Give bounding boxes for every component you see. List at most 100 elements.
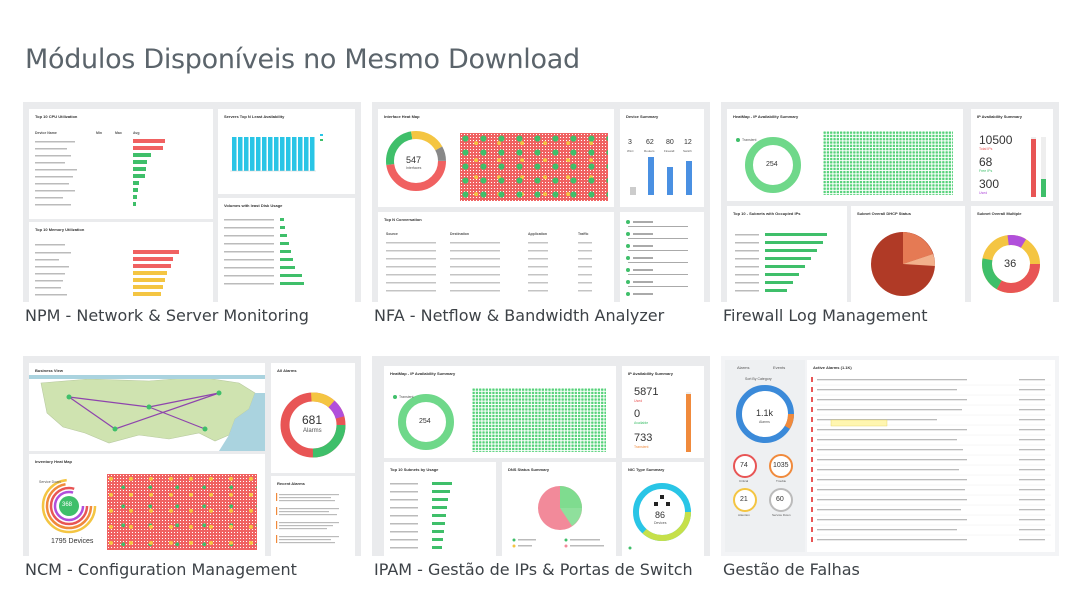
critical-label: Critical [739,479,749,483]
fw-multiple-widget: Subnet Overall Multiple 36 [971,206,1053,302]
nic-devices-label: Devices [654,521,667,525]
label-wlc: WLC [627,149,634,153]
fw-donut-value: 254 [766,161,778,168]
tab-events[interactable]: Events [773,365,786,370]
devices-rings [41,478,97,534]
attention-label: Attention [738,513,750,517]
active-alarms-title: Active Alarms (1.1K) [813,365,852,370]
device-bar-chart [630,157,692,195]
ipam-available-label: Available [634,421,649,425]
ipam-heatmap-title: HeatMap - IP Availability Summary [390,371,456,376]
caption-npm: NPM - Network & Server Monitoring [25,306,309,325]
ipam-subnets-widget: Top 10 Subnets by Usage [384,462,496,556]
active-alarms-panel: Active Alarms (1.1K) [807,360,1055,552]
fw-dhcp-title: Subnet Overall DHCP Status [857,211,911,216]
trouble-label: Trouble [776,479,787,483]
recent-alarms-widget: Recent Alarms [271,476,355,556]
fw-subnets-widget: Top 10 - Subnets with Occupied IPs [727,206,847,302]
caption-ncm: NCM - Configuration Management [25,560,297,579]
conv-col-application: Application [528,232,548,236]
fw-heatmap-title: HeatMap - IP Availability Summary [733,114,799,119]
module-card-ipam[interactable]: HeatMap - IP Availability Summary Transi… [372,356,710,556]
ipam-ip-bar [686,392,691,452]
service-down-count: 60 [776,496,784,503]
fw-ip-summary-widget: IP Availability Summary 10500 Total IPs … [971,109,1053,201]
col-device: Device Name [35,131,57,135]
conv-col-source: Source [386,232,398,236]
main-alarm-count: 1.1k [756,408,774,418]
memory-widget-title: Top 10 Memory Utilization [35,227,85,232]
recent-alarms-title: Recent Alarms [277,481,305,486]
ipam-transient-ips: 733 [634,432,653,444]
module-card-ncm[interactable]: Business View All Alarms 681 Alarms Inve… [23,356,361,556]
fw-ip-summary-title: IP Availability Summary [977,114,1022,119]
ipam-subnets-title: Top 10 Subnets by Usage [390,467,439,472]
ipam-ip-summary-widget: IP Availability Summary 5871 Used 0 Avai… [622,366,704,458]
fw-dhcp-pie [871,232,936,296]
stat-switch: 12 [684,139,692,146]
fw-ip-bars [1031,137,1046,197]
fw-free-label: Free IPs [979,169,993,173]
ipam-legend: Transient [399,395,414,399]
volumes-bar-chart [224,218,304,285]
sort-by-category[interactable]: Sort By Category [745,377,772,381]
critical-count: 74 [740,462,748,469]
col-avg: Avg [133,131,140,135]
service-label: Service Down [39,480,61,484]
module-card-npm[interactable]: Top 10 CPU Utilization Device Name Min M… [23,102,361,302]
conv-col-traffic: Traffic [578,232,589,236]
conversation-widget: Top N Conversation Source Destination Ap… [378,212,614,302]
col-min: Min [96,131,103,135]
fw-multiple-title: Subnet Overall Multiple [977,211,1022,216]
interface-donut [386,131,446,191]
trouble-count: 1035 [773,462,789,469]
alarms-donut [280,392,346,458]
inventory-grid [107,474,257,550]
page-title: Módulos Disponíveis no Mesmo Download [25,44,580,75]
fw-heat-grid [823,131,953,195]
fw-subnets-title: Top 10 - Subnets with Occupied IPs [733,211,801,216]
heatmap-grid [460,133,608,201]
interfaces-count: 547 [406,155,422,165]
all-alarms-widget: All Alarms 681 Alarms [271,363,355,473]
fw-total-label: Total IPs [979,147,993,151]
cpu-widget-title: Top 10 CPU Utilization [35,114,78,119]
us-map [29,375,265,451]
ipam-dns-title: DNS Status Summary [508,467,550,472]
ipam-ip-donut [393,394,454,450]
ipam-dns-pie [512,486,604,548]
attention-count: 21 [740,496,748,503]
service-down-label: Service Down [772,513,791,517]
device-summary-widget: Device Summary 3 62 80 12 WLC Routers Fi… [620,109,704,207]
alarms-count: 681 [302,413,323,427]
ipam-available-ips: 0 [634,408,641,420]
heatmap-widget-title: Interface Heat Map [384,114,420,119]
module-card-nfa[interactable]: Interface Heat Map 547 Interfaces Device… [372,102,710,302]
fw-ip-donut [736,137,801,193]
conv-col-destination: Destination [450,232,470,236]
device-list-widget [620,212,704,302]
stat-wlc: 3 [628,139,632,146]
caption-ipam: IPAM - Gestão de IPs & Portas de Switch [374,560,693,579]
module-card-faults[interactable]: Alarms Events Sort By Category 1.1k Alar… [721,356,1059,556]
label-firewall: Firewall [664,149,675,153]
module-card-firewall[interactable]: HeatMap - IP Availability Summary Transi… [721,102,1059,302]
tab-alarms[interactable]: Alarms [737,365,750,370]
ipam-ip-summary-title: IP Availability Summary [628,371,673,376]
ipam-dns-widget: DNS Status Summary [502,462,616,556]
interfaces-label: Interfaces [406,166,422,170]
volumes-widget: Volumes with least Disk Usage [218,198,355,302]
fw-multiple-donut [982,235,1040,293]
fw-used-label: Used [979,191,988,195]
ipam-donut-value: 254 [419,418,431,425]
volumes-widget-title: Volumes with least Disk Usage [224,203,283,208]
all-alarms-title: All Alarms [277,368,297,373]
device-list [626,220,688,296]
alarms-panel: Alarms Events Sort By Category 1.1k Alar… [725,360,805,552]
cpu-widget: Top 10 CPU Utilization Device Name Min M… [29,109,213,219]
fw-dhcp-widget: Subnet Overall DHCP Status [851,206,965,302]
fw-donut2-value: 36 [1004,258,1017,270]
ipam-heatmap-widget: HeatMap - IP Availability Summary Transi… [384,366,616,458]
ipam-used-label: Used [634,399,643,403]
availability-widget-title: Servers Top N Least Availability [224,114,285,119]
